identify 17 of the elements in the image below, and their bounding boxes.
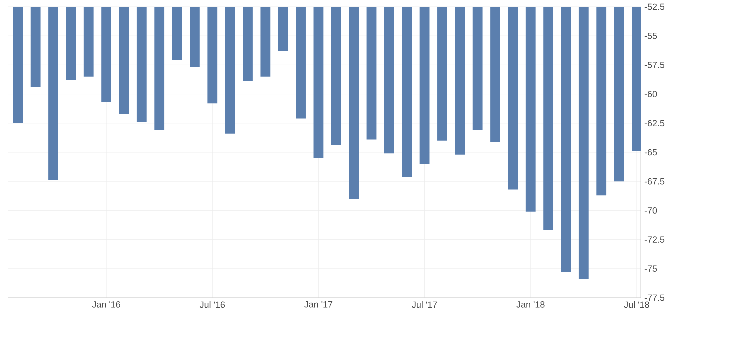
x-tick-label: Jan '18 — [516, 302, 545, 308]
y-tick-label: -70 — [644, 208, 658, 214]
x-tick-label: Jan '16 — [92, 302, 120, 308]
y-tick-label: -52.5 — [644, 4, 665, 10]
y-tick-label: -75 — [644, 266, 658, 272]
x-tick-label: Jul '16 — [200, 302, 226, 308]
y-tick-label: -72.5 — [644, 236, 665, 243]
x-tick-label: Jul '17 — [412, 302, 438, 308]
y-tick-label: -62.5 — [644, 120, 665, 127]
y-tick-label: -55 — [644, 32, 658, 40]
x-tick-label: Jan '17 — [304, 302, 333, 308]
y-tick-label: -65 — [644, 149, 658, 156]
y-tick-label: -57.5 — [644, 62, 665, 68]
y-tick-label: -67.5 — [644, 178, 665, 185]
y-tick-label: -60 — [644, 91, 658, 98]
x-tick-label: Jul '18 — [624, 302, 650, 308]
y-tick-label: -77.5 — [644, 294, 665, 302]
